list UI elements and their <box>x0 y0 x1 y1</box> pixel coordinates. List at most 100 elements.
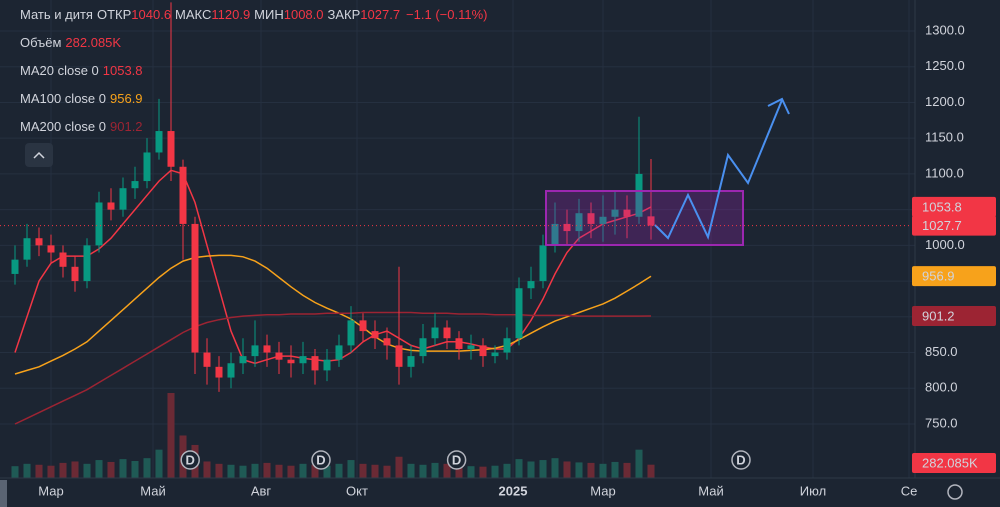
header-label: МИН <box>254 7 284 22</box>
price-tag <box>912 215 996 236</box>
legend-value: 282.085K <box>65 35 121 50</box>
header: Мать и дитя ОТКР1040.6 МАКС1120.9 МИН1008.0… <box>20 7 487 22</box>
volume-bar <box>395 456 403 478</box>
candle-body <box>83 245 91 282</box>
collapse-icon <box>33 151 45 159</box>
x-tick-label: Авг <box>251 483 272 498</box>
candle-body <box>11 259 19 274</box>
candle-body <box>323 359 331 371</box>
volume-bar <box>35 464 43 478</box>
price-tag <box>912 196 996 217</box>
candle-body <box>131 181 139 189</box>
symbol: Мать и дитя <box>20 7 93 22</box>
candle-body <box>551 223 559 246</box>
candle-body <box>587 213 595 224</box>
volume-bar <box>11 466 19 478</box>
legend-name: MA20 close 0 <box>20 63 99 78</box>
volume-bar <box>407 463 415 478</box>
volume-bar <box>587 462 595 478</box>
candle-body <box>335 345 343 360</box>
y-tick-label: 750.0 <box>925 415 958 430</box>
candle-body <box>359 320 367 332</box>
legend-value: 1053.8 <box>103 63 143 78</box>
volume-bar <box>323 465 331 478</box>
candle-body <box>395 345 403 367</box>
candle-body <box>611 209 619 217</box>
candle-body <box>119 188 127 210</box>
legend-entry: MA20 close 0 1053.8 <box>20 63 143 78</box>
x-tick-label: 2025 <box>499 483 528 498</box>
volume-bar <box>515 459 523 478</box>
volume-bar <box>203 461 211 478</box>
candle-body <box>275 352 283 360</box>
candle-body <box>191 223 199 353</box>
legend-entry: MA100 close 0 956.9 <box>20 91 143 106</box>
volume-bar <box>335 463 343 478</box>
ma-line <box>14 254 652 375</box>
y-tick-label: 1000.0 <box>925 237 965 252</box>
candle-body <box>491 352 499 357</box>
dividend-label: D <box>736 452 745 467</box>
dividend-label: D <box>186 452 195 467</box>
volume-bar <box>623 462 631 478</box>
y-tick-label: 1200.0 <box>925 94 965 109</box>
candle-body <box>215 366 223 378</box>
candle-body <box>635 173 643 217</box>
volume-bar <box>47 465 55 478</box>
candle-body <box>563 223 571 232</box>
x-tick-label: Се <box>901 483 918 498</box>
dividend-label: D <box>452 452 461 467</box>
dividend-marker <box>311 450 331 470</box>
volume-bar <box>59 462 67 478</box>
candle-body <box>599 216 607 224</box>
price-tag-label: 901.2 <box>922 308 955 323</box>
candle-body <box>311 356 319 371</box>
volume-bar <box>239 465 247 478</box>
dividend-marker <box>731 450 751 470</box>
ma-line <box>14 311 652 425</box>
y-tick-label: 800.0 <box>925 380 958 395</box>
candle-body <box>407 356 415 367</box>
ma-line <box>14 169 652 365</box>
y-tick-label: 1150.0 <box>925 130 964 145</box>
volume-bar <box>551 458 559 478</box>
volume-bar <box>263 462 271 478</box>
volume-bar <box>383 465 391 478</box>
candle-body <box>431 327 439 339</box>
candle-body <box>167 131 175 167</box>
scrollbar <box>0 480 7 507</box>
volume-bar <box>635 449 643 478</box>
price-tag <box>912 266 996 287</box>
candle-body <box>419 338 427 357</box>
candle-body <box>467 345 475 349</box>
candle-layer <box>11 2 655 392</box>
candle-body <box>299 356 307 364</box>
volume-bar <box>299 463 307 478</box>
collapse-button[interactable] <box>25 143 53 167</box>
volume-bar <box>275 464 283 478</box>
candle-body <box>95 202 103 246</box>
candle-body <box>47 245 55 253</box>
volume-bar <box>527 461 535 478</box>
candle-body <box>59 252 67 267</box>
header-change: −1.1 (−0.11%) <box>406 7 487 22</box>
legend-name: Объём <box>20 35 61 50</box>
volume-bar <box>419 464 427 478</box>
header-value: 1120.9 <box>211 7 250 22</box>
volume-bar <box>611 461 619 478</box>
volume-bar <box>491 465 499 478</box>
volume-bar <box>371 464 379 478</box>
volume-bar <box>107 461 115 478</box>
x-tick-label: Окт <box>346 483 368 498</box>
candle-body <box>575 213 583 232</box>
x-tick-label: Май <box>698 483 723 498</box>
forecast-arrowhead <box>767 97 790 115</box>
dividend-marker <box>446 450 467 470</box>
forecast-path <box>654 99 783 240</box>
volume-bar <box>347 460 355 478</box>
settings-icon[interactable] <box>947 484 963 500</box>
volume-bar <box>599 463 607 478</box>
range-box <box>545 190 744 246</box>
header-label: ОТКР <box>97 7 131 22</box>
